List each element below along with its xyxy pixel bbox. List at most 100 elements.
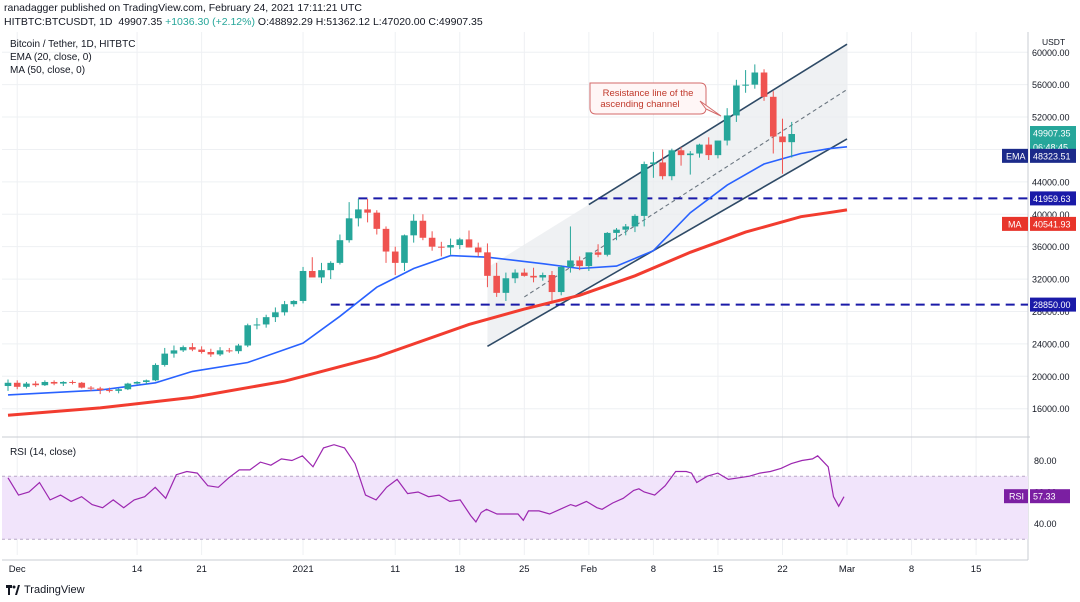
candle-up [567,260,574,267]
candle-up [41,381,49,386]
time-tick-label: 22 [777,564,788,575]
candlesticks [4,64,795,395]
candle-up [327,262,334,271]
candle-up [539,275,547,278]
ema-name-tag: EMA [1006,151,1026,161]
horizontal-levels [330,197,1028,306]
candle-up [401,235,408,263]
time-tick-label: 14 [132,564,143,575]
candle-up [622,226,630,230]
candle-down [438,246,445,248]
candle-up [272,312,279,318]
price-tick-label: 52000.00 [1032,113,1070,123]
candle-up [410,220,417,236]
rsi-panel [2,444,1028,540]
candle-up [456,239,464,246]
callout-pointer [699,100,722,117]
candle-down [373,212,381,229]
rsi-value-tag: 57.33 [1033,492,1056,502]
candle-up [152,364,159,381]
resistance-level-tag-bg [1030,191,1076,206]
price-tick-label: 28000.00 [1032,307,1070,317]
time-tick-label: Feb [581,564,597,575]
candle-up [696,144,703,154]
time-tick-label: 2021 [292,564,313,575]
candle-down [32,383,39,386]
candle-down [705,144,713,156]
rsi-line [7,444,845,523]
rsi-legend: RSI (14, close) [10,447,77,458]
candle-up [788,134,795,143]
candle-down [207,351,215,355]
candle-down [96,388,104,391]
open-value: O:48892.29 [257,16,313,28]
price-tick-label: 56000.00 [1032,80,1070,90]
grid-lines [2,32,1030,561]
price-tick-label: 36000.00 [1032,242,1070,252]
candle-up [143,380,150,382]
candle-down [391,251,399,263]
countdown-tag: 06:48:45 [1033,143,1068,153]
candle-down [13,382,21,387]
candle-down [69,381,76,383]
candle-up [511,272,519,279]
footer-brand[interactable]: TradingView [6,584,85,596]
publish-info: ranadagger published on TradingView.com,… [4,2,363,14]
price-change: +1036.30 (+2.12%) [165,16,255,28]
ema-value-tag-bg [1030,148,1076,163]
candle-up [557,266,565,293]
price-tick-label: 32000.00 [1032,275,1070,285]
ma-name-bg [1002,216,1028,231]
candle-up [235,345,242,352]
time-tick-label: 11 [390,564,400,575]
ma-value-tag: 40541.93 [1033,219,1071,229]
high-value: H:51362.12 [315,16,371,28]
candle-up [355,209,362,219]
channel-fill [487,44,848,347]
candle-up [216,350,224,355]
time-tick-label: 8 [909,564,914,575]
candle-down [474,247,482,253]
ohlc-summary: HITBTC:BTCUSDT, 1D 49907.35 +1036.30 (+2… [4,16,483,28]
candle-up [604,232,611,255]
support-level-tag: 28850.00 [1033,300,1071,310]
price-axis: 16000.00 20000.00 24000.00 28000.00 32000.00… [1002,37,1076,529]
candle-up [723,115,731,141]
time-tick-label: Dec [9,564,26,575]
time-tick-label: 21 [196,564,207,575]
candle-up [650,162,657,165]
price-tick-label: 60000.00 [1032,48,1070,58]
publish-header: ranadagger published on TradingView.com,… [0,0,1080,30]
main-pane-bg [2,32,1028,433]
candle-up [447,245,454,248]
candle-down [225,350,233,352]
candle-down [465,239,473,248]
candle-up [244,325,252,346]
candle-down [428,237,436,247]
candle-up [502,278,510,293]
candle-down [521,272,528,276]
candle-up [23,383,30,387]
rsi-tick-label: 40.00 [1034,519,1057,529]
last-price-tag: 49907.35 [1033,129,1071,139]
candle-down [87,387,95,389]
candle-up [336,240,344,263]
channel-upper-line [588,43,848,206]
candle-up [585,252,593,267]
time-tick-label: 15 [713,564,724,575]
candle-down [189,347,196,350]
price-tick-label: 20000.00 [1032,372,1070,382]
candle-up [299,270,307,301]
candle-up [742,84,749,86]
time-axis: Dec 14 21 2021 11 18 25 Feb 8 15 22 Mar 8 15 [9,564,982,575]
candle-up [345,218,353,241]
candle-down [382,228,390,252]
candle-up [631,215,639,227]
candle-down [198,349,205,352]
rsi-band [2,476,1028,540]
candle-up [170,350,178,354]
rsi-name-tag: RSI [1009,492,1024,502]
time-tick-label: Mar [839,564,855,575]
